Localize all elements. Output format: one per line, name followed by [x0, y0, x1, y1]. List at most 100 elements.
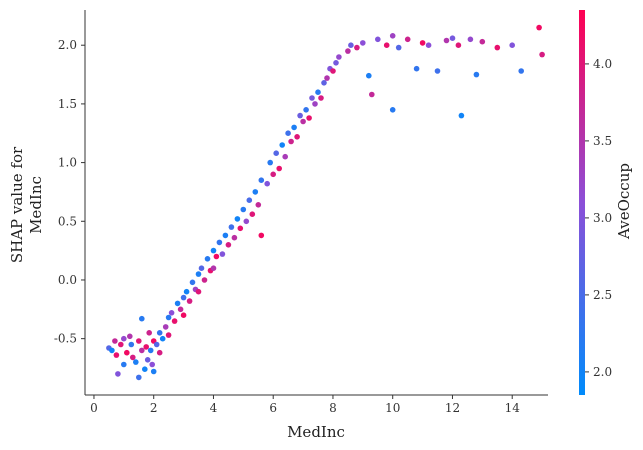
data-point [213, 253, 220, 260]
data-point [121, 361, 127, 368]
data-point [291, 124, 297, 131]
data-point [312, 101, 318, 107]
data-point [294, 134, 300, 140]
data-point [354, 44, 360, 51]
colorbar-tick-label: 4.0 [593, 57, 612, 71]
data-point [345, 48, 351, 54]
data-point [315, 89, 321, 95]
x-tick-label: 12 [445, 401, 460, 415]
data-point [282, 153, 289, 160]
data-point [234, 216, 241, 222]
data-point [231, 234, 238, 241]
data-point [369, 91, 375, 98]
data-point [237, 225, 244, 232]
data-point [434, 68, 441, 74]
data-point [136, 374, 142, 381]
data-point [270, 171, 277, 178]
y-tick-label: 1.5 [58, 97, 77, 111]
data-point [333, 60, 339, 66]
colorbar-tick-label: 3.5 [593, 134, 612, 148]
x-tick-label: 14 [505, 401, 521, 415]
y-tick-label: 0.0 [58, 273, 77, 287]
data-point [419, 40, 426, 46]
data-point [174, 300, 181, 307]
data-point [467, 36, 474, 43]
data-point [156, 349, 163, 356]
data-point [171, 318, 178, 324]
data-point [113, 352, 120, 358]
data-point [240, 206, 247, 213]
y-tick-label: 1.0 [58, 156, 77, 170]
y-axis-title-line1: SHAP value for [8, 146, 26, 263]
data-point [128, 341, 135, 348]
data-point [150, 368, 157, 375]
data-point [360, 40, 366, 46]
colorbar-title: AveOccup [615, 163, 633, 240]
data-point [249, 211, 256, 217]
data-point [383, 42, 390, 48]
data-point [168, 310, 175, 316]
data-point [180, 294, 187, 301]
data-point [139, 315, 145, 322]
data-point [112, 338, 118, 344]
x-tick-label: 8 [329, 401, 337, 415]
data-point [273, 150, 280, 156]
colorbar-tick-label: 3.0 [593, 211, 612, 225]
data-point [139, 347, 145, 354]
data-point [225, 242, 232, 248]
data-point [219, 251, 226, 257]
data-point [375, 36, 381, 43]
data-point [195, 271, 202, 277]
data-point [306, 115, 312, 121]
x-axis-title: MedInc [287, 423, 345, 441]
data-point [143, 344, 149, 350]
data-point [109, 347, 115, 354]
data-point [165, 314, 172, 321]
data-point [288, 138, 294, 145]
data-point [133, 359, 139, 365]
x-tick-label: 0 [90, 401, 98, 415]
data-point [258, 177, 265, 183]
data-point [297, 112, 303, 119]
data-point [458, 112, 465, 119]
x-tick-label: 4 [210, 401, 218, 415]
data-point [443, 37, 450, 44]
data-point [165, 332, 172, 338]
data-point [252, 189, 259, 195]
data-point [518, 68, 524, 74]
data-point [264, 180, 271, 187]
data-point [455, 42, 462, 48]
data-point [255, 202, 262, 208]
data-point [413, 65, 420, 72]
data-point [321, 80, 327, 86]
data-point [285, 130, 291, 136]
data-point [115, 371, 121, 377]
data-point [309, 95, 315, 101]
data-point [121, 335, 127, 342]
data-point [201, 277, 208, 283]
data-point [318, 95, 324, 101]
data-point [348, 42, 354, 48]
data-point [279, 142, 286, 148]
data-point [180, 312, 187, 319]
data-point [153, 341, 160, 348]
axes-layer: 0 2 4 6 8 10 12 14 -0.5 0.0 0.5 1.0 1.5 2.0 [54, 10, 548, 415]
data-point [479, 38, 486, 45]
colorbar: 2.0 2.5 3.0 3.5 4.0 [579, 10, 612, 395]
colorbar-tick-label: 2.5 [593, 288, 612, 302]
data-point [395, 44, 402, 51]
data-point [216, 239, 223, 246]
data-point [189, 279, 196, 286]
data-point [156, 330, 163, 336]
y-tick-label: -0.5 [54, 332, 77, 346]
data-point [210, 247, 217, 254]
y-tick-label: 2.0 [58, 38, 77, 52]
data-point [336, 54, 342, 60]
data-point [330, 68, 336, 74]
data-point [404, 36, 411, 43]
y-axis-title-line2: MedInc [27, 176, 45, 234]
data-point [130, 354, 136, 361]
points-layer [106, 24, 545, 381]
data-point [149, 361, 155, 368]
data-point [494, 44, 501, 51]
